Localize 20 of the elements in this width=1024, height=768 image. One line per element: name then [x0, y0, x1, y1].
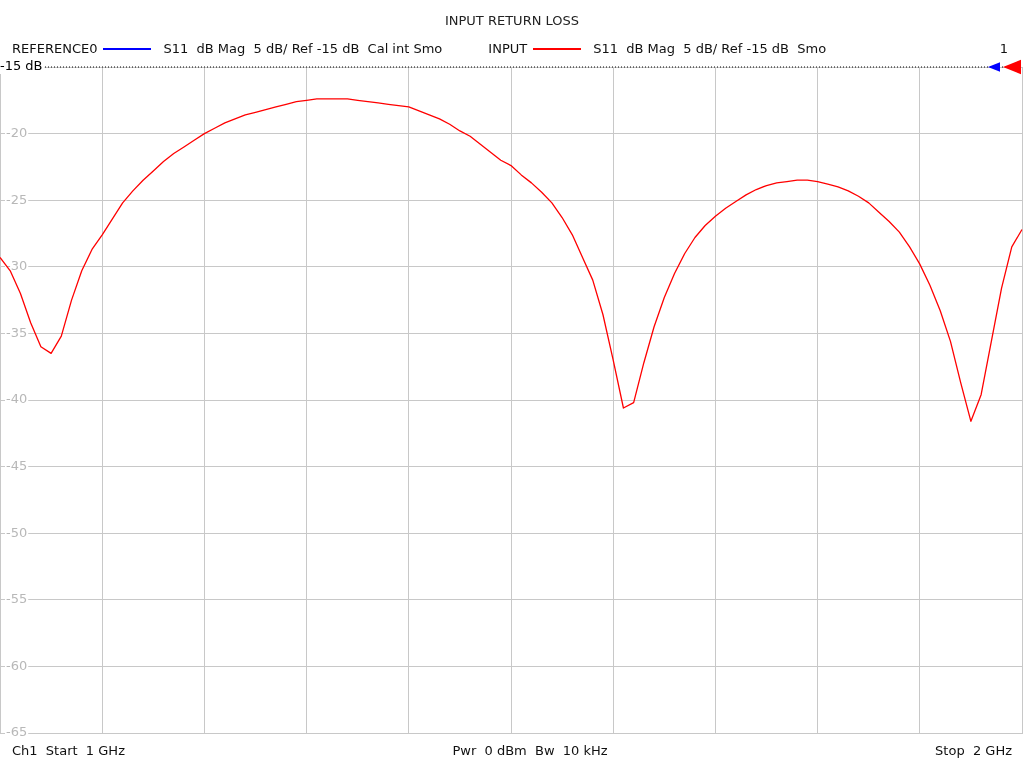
text: S11 dB Mag 5 dB/ Ref -15 dB Smo: [593, 41, 827, 56]
y-tick-label: -20: [6, 124, 28, 140]
text: Stop 2 GHz: [935, 743, 1012, 758]
chart-title: INPUT RETURN LOSS: [443, 13, 581, 28]
text: S11 dB Mag 5 dB/ Ref -15 dB Cal int Smo: [163, 41, 443, 56]
y-tick-label: -60: [6, 657, 28, 673]
y-tick-label: -55: [6, 591, 28, 607]
text: Ch1 Start 1 GHz: [12, 743, 125, 758]
y-tick-label: -45: [6, 457, 28, 473]
y-tick-label: -25: [6, 191, 28, 207]
ref-line-label: -15 dB: [0, 58, 43, 74]
text: REFERENCE0: [12, 41, 98, 56]
y-tick-label: -30: [6, 258, 28, 274]
text: Pwr 0 dBm Bw 10 kHz: [452, 743, 608, 758]
y-tick-label: -35: [6, 324, 28, 340]
text: 1: [999, 41, 1008, 56]
y-tick-label: -40: [6, 391, 28, 407]
y-tick-label: -50: [6, 524, 28, 540]
y-tick-label: -65: [6, 724, 28, 740]
legend-label: INPUT: [488, 41, 528, 56]
